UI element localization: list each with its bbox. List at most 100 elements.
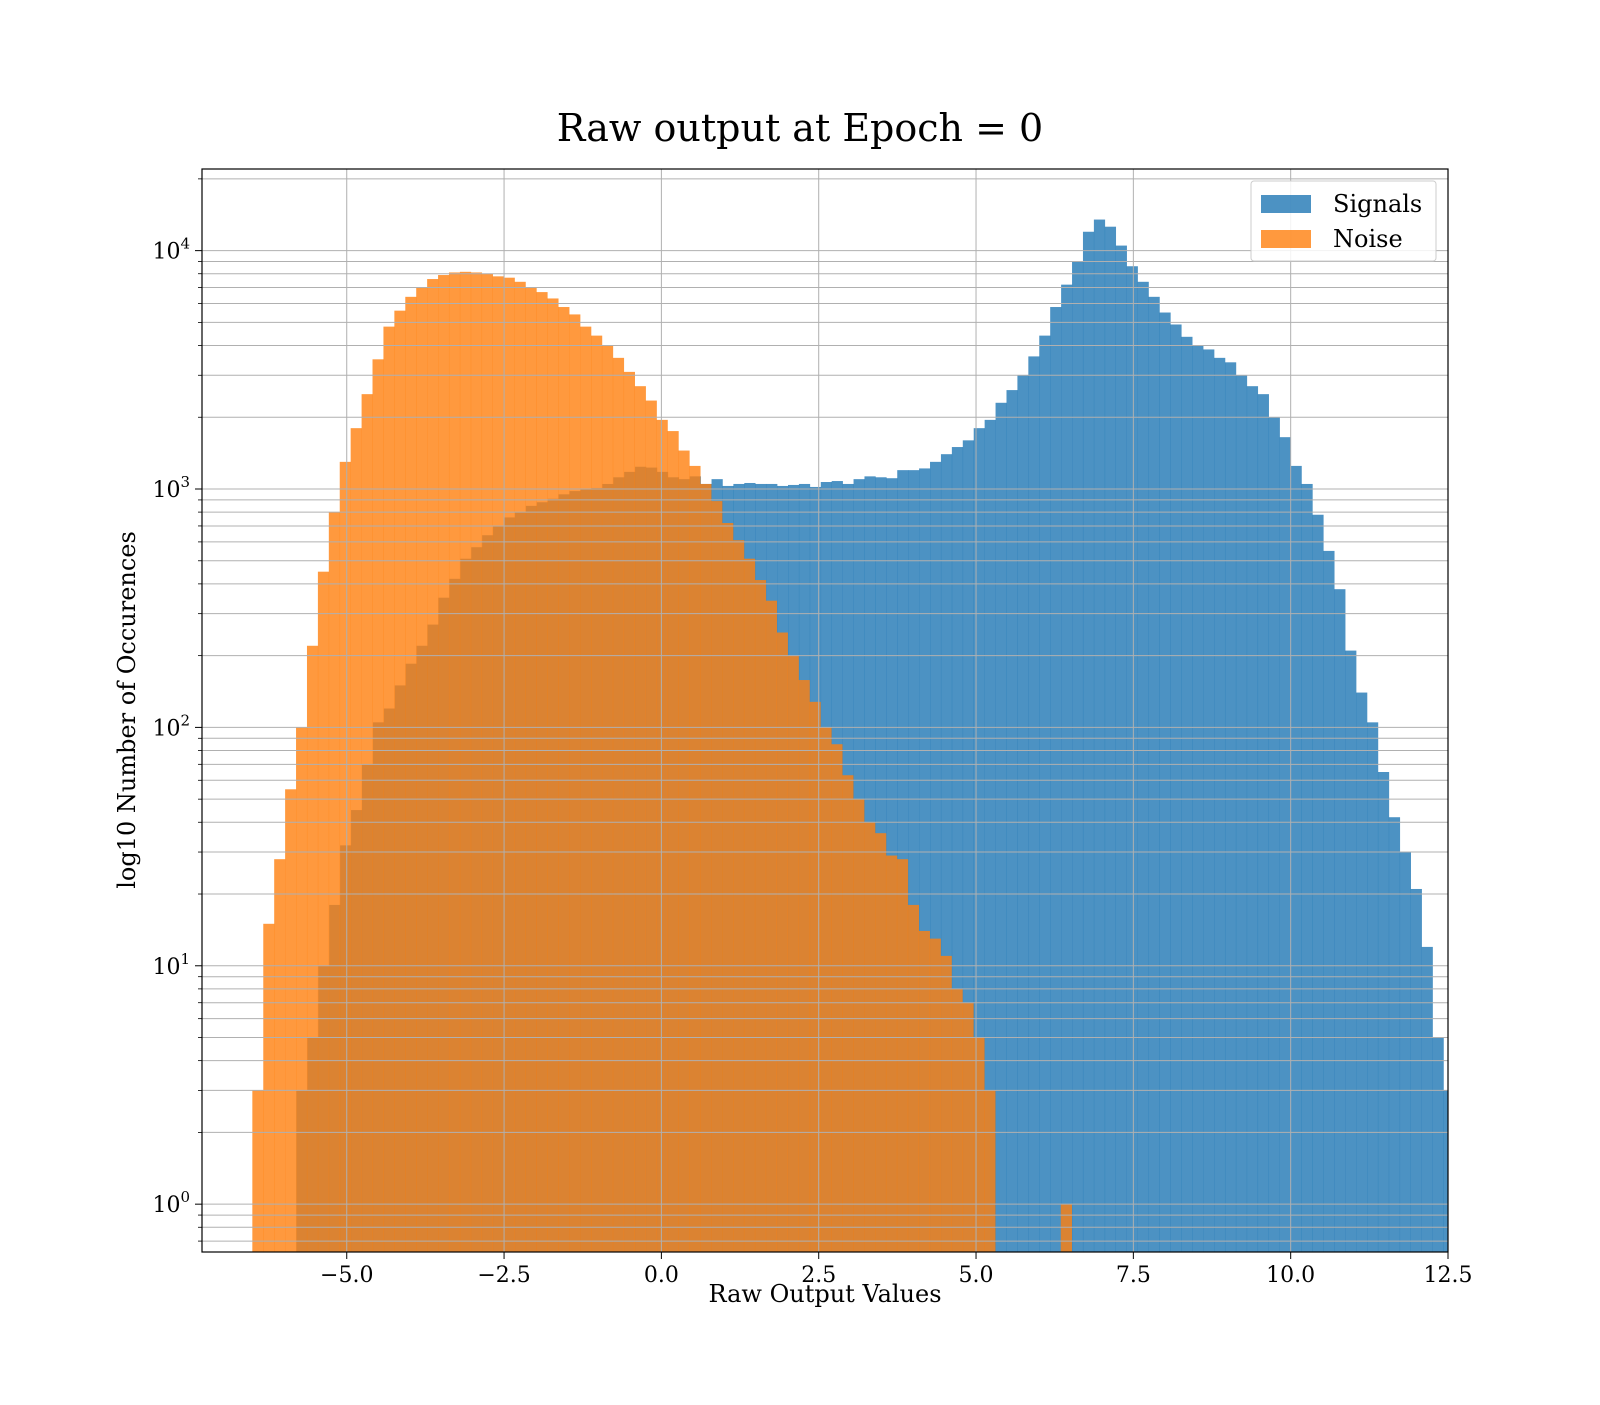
bar-signals: [1301, 483, 1313, 1252]
bar-noise: [962, 1002, 974, 1252]
bar-noise: [896, 859, 909, 1252]
bar-noise: [405, 296, 417, 1252]
bar-noise: [907, 904, 920, 1252]
y-tick-base: 10: [152, 716, 180, 741]
bar-signals: [1345, 650, 1357, 1252]
bar-signals: [1050, 307, 1062, 1252]
bar-noise: [689, 465, 701, 1252]
plot-frame: [201, 168, 1449, 1253]
bar-noise: [940, 955, 952, 1252]
bar-signals: [1170, 324, 1182, 1252]
bar-signals: [1115, 245, 1127, 1252]
bar-signals: [1334, 589, 1346, 1252]
bar-noise: [733, 540, 745, 1252]
bar-noise: [754, 580, 767, 1252]
legend-label-noise: Noise: [1333, 225, 1403, 253]
bar-noise: [569, 314, 581, 1252]
bar-noise: [372, 359, 384, 1252]
bar-noise: [951, 988, 963, 1252]
bar-noise: [525, 287, 537, 1252]
y-tick-base: 10: [152, 955, 180, 980]
bar-noise: [350, 428, 362, 1252]
bar-signals: [973, 428, 985, 1252]
x-tick-label: −2.5: [477, 1263, 530, 1288]
x-tick-label: 0.0: [644, 1263, 679, 1288]
bar-signals: [962, 440, 975, 1252]
bar-noise: [481, 273, 493, 1252]
bar-signals: [1082, 231, 1095, 1252]
y-axis-label: log10 Number of Occurences: [113, 531, 141, 889]
bar-signals: [1323, 550, 1335, 1252]
bar-signals: [1148, 296, 1160, 1252]
bar-noise: [317, 571, 330, 1252]
bar-noise: [361, 394, 373, 1252]
bar-noise: [885, 855, 898, 1252]
bar-noise: [722, 523, 734, 1252]
bar-signals: [951, 447, 964, 1252]
x-tick-label: −5.0: [320, 1263, 373, 1288]
bar-signals: [1399, 852, 1411, 1252]
bar-signals: [1367, 722, 1379, 1252]
bar-noise: [296, 727, 308, 1252]
bar-noise: [339, 461, 351, 1252]
bar-signals: [1061, 284, 1073, 1252]
bar-noise: [667, 431, 679, 1252]
bar-signals: [1421, 946, 1433, 1252]
y-tick-base: 10: [152, 1193, 180, 1218]
chart-title: Raw output at Epoch = 0: [557, 106, 1043, 150]
legend: Signals Noise: [1250, 180, 1437, 262]
y-tick-exponent: 2: [180, 711, 190, 729]
bar-noise: [263, 923, 275, 1252]
bar-signals: [995, 402, 1007, 1252]
bar-signals: [1224, 362, 1237, 1252]
bar-signals: [1203, 349, 1215, 1252]
bar-signals: [1432, 1037, 1444, 1252]
bar-signals: [1039, 335, 1051, 1252]
bar-noise: [776, 632, 788, 1252]
bar-signals: [908, 470, 920, 1252]
bar-noise: [831, 744, 843, 1252]
bar-signals: [1356, 692, 1368, 1252]
bar-noise: [984, 1090, 996, 1252]
bar-noise: [634, 386, 646, 1252]
x-tick-label: 12.5: [1424, 1263, 1473, 1288]
bar-noise: [875, 833, 887, 1252]
bar-noise: [1060, 1204, 1072, 1252]
x-tick-label: 7.5: [1116, 1263, 1151, 1288]
bar-signals: [1410, 888, 1422, 1252]
bar-noise: [416, 287, 428, 1252]
bar-noise: [678, 450, 690, 1252]
bar-signals: [1279, 437, 1291, 1252]
legend-swatch-signals: [1261, 195, 1311, 213]
bar-noise: [285, 789, 297, 1252]
bar-signals: [919, 468, 931, 1252]
bar-noise: [427, 279, 439, 1252]
y-tick-exponent: 3: [180, 473, 190, 491]
bar-signals: [1159, 312, 1171, 1252]
bar-noise: [612, 357, 625, 1252]
bar-noise: [547, 298, 559, 1252]
x-axis-label: Raw Output Values: [708, 1280, 941, 1308]
legend-label-signals: Signals: [1333, 190, 1422, 218]
bar-noise: [536, 292, 548, 1252]
bar-noise: [580, 326, 592, 1252]
bar-noise: [558, 307, 570, 1252]
bar-noise: [853, 799, 865, 1252]
x-tick-label: 10.0: [1266, 1263, 1315, 1288]
bar-noise: [470, 272, 483, 1252]
x-tick-label: 5.0: [959, 1263, 994, 1288]
y-tick-exponent: 0: [180, 1188, 190, 1206]
bar-signals: [1093, 219, 1106, 1252]
y-tick-label: 101: [152, 950, 190, 980]
bar-signals: [1443, 1090, 1448, 1252]
bar-signals: [1104, 226, 1117, 1252]
bar-signals: [1257, 394, 1269, 1252]
bar-signals: [1312, 514, 1324, 1252]
x-ticks-group: −5.0 −2.5 0.0 2.5 5.0 7.5 10.0 12.5: [320, 1252, 1472, 1288]
y-tick-label: 103: [152, 473, 190, 503]
bar-signals: [1268, 417, 1280, 1252]
bar-noise: [820, 727, 832, 1252]
bar-signals: [1072, 261, 1084, 1252]
y-tick-base: 10: [152, 240, 180, 265]
